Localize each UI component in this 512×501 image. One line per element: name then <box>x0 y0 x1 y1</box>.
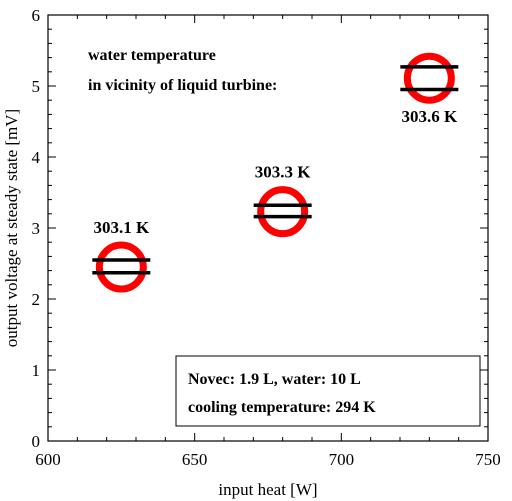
point-marker <box>403 52 455 104</box>
point-label: 303.1 K <box>93 218 150 237</box>
point-label: 303.6 K <box>401 107 458 126</box>
y-tick-label: 2 <box>32 290 41 309</box>
x-tick-label: 600 <box>35 450 61 469</box>
point-marker <box>257 186 309 238</box>
annotation-line-2: in vicinity of liquid turbine: <box>88 77 277 94</box>
y-tick-label: 6 <box>32 6 41 25</box>
x-tick-label: 750 <box>475 450 501 469</box>
x-tick-label: 700 <box>329 450 355 469</box>
x-axis-title: input heat [W] <box>218 480 317 499</box>
data-point: 303.3 K <box>253 163 312 238</box>
tick-labels: 600 650 700 750 0 1 2 3 4 5 6 <box>32 6 501 469</box>
y-tick-label: 3 <box>32 219 41 238</box>
point-marker <box>95 241 147 293</box>
y-tick-label: 0 <box>32 432 41 451</box>
y-axis-title: output voltage at steady state [mV] <box>2 109 21 347</box>
data-points: 303.1 K 303.3 K 303.6 K <box>92 52 459 293</box>
data-point: 303.1 K <box>92 218 151 293</box>
y-tick-label: 4 <box>32 148 41 167</box>
data-point: 303.6 K <box>400 52 459 126</box>
point-label: 303.3 K <box>255 163 312 182</box>
info-box-line-1: Novec: 1.9 L, water: 10 L <box>188 371 361 388</box>
annotation-line-1: water temperature <box>88 47 216 64</box>
y-tick-label: 5 <box>32 77 41 96</box>
x-tick-label: 650 <box>182 450 208 469</box>
info-box <box>175 355 481 427</box>
axis-ticks <box>47 14 489 442</box>
info-box-line-2: cooling temperature: 294 K <box>188 399 376 416</box>
y-tick-label: 1 <box>32 361 41 380</box>
